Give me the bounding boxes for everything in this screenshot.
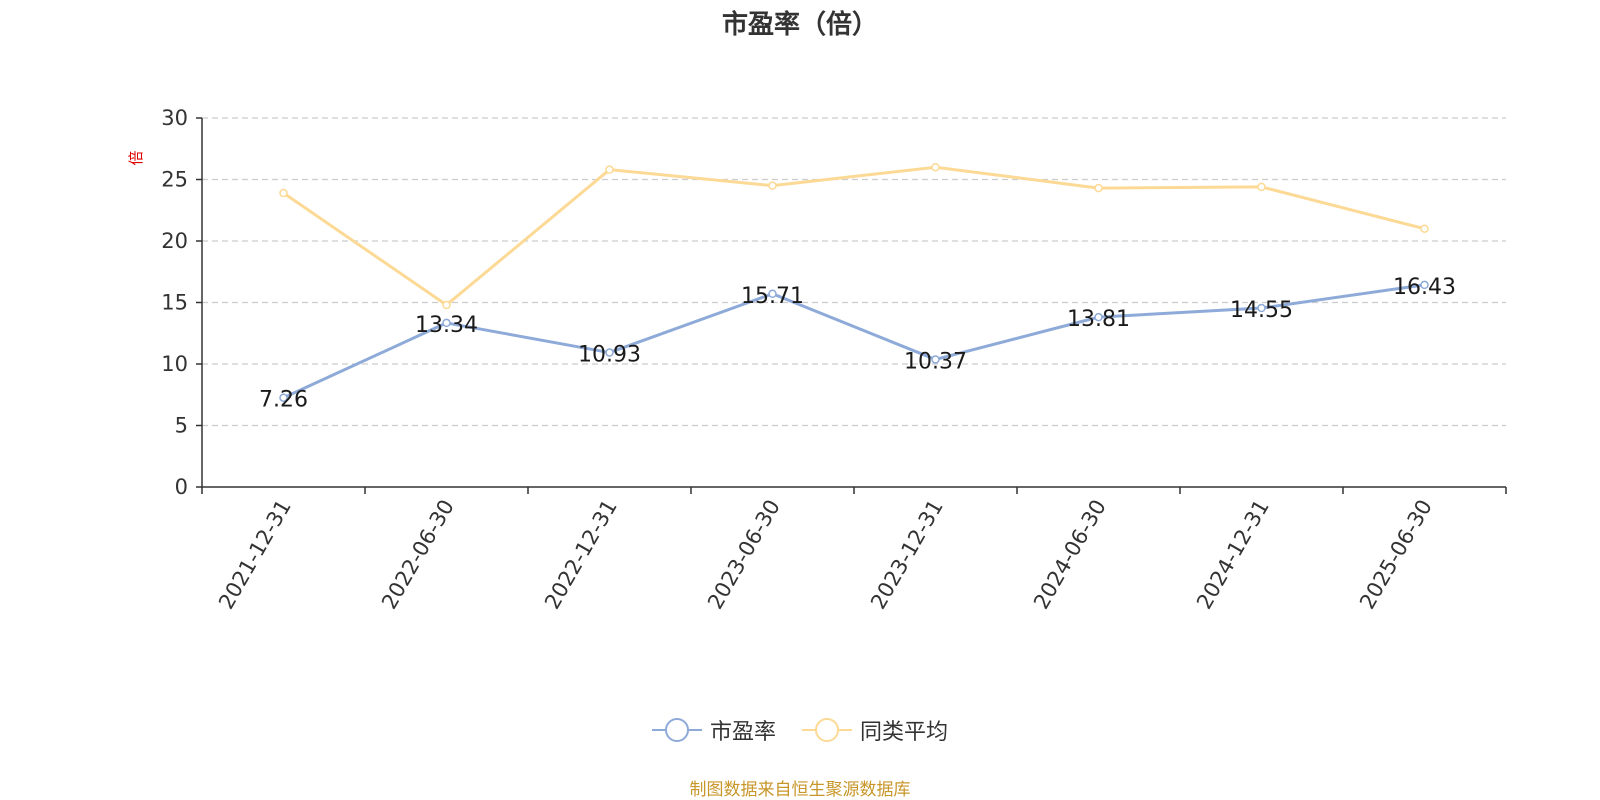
data-point	[768, 181, 777, 190]
series	[279, 162, 1429, 402]
series-line	[282, 283, 1425, 400]
data-point	[768, 289, 777, 299]
legend: 市盈率 同类平均	[0, 714, 1600, 746]
legend-label-peer-average: 同类平均	[860, 720, 949, 745]
legend-item-pe[interactable]: 市盈率	[651, 714, 776, 746]
data-point	[1257, 182, 1266, 192]
data-point	[1094, 312, 1103, 322]
data-point	[605, 165, 614, 174]
x-tick-label: 2023-06-30	[703, 496, 785, 614]
x-tick-label: 2025-06-30	[1355, 496, 1437, 614]
y-axis-label: 倍	[127, 150, 145, 165]
y-tick-label: 5	[175, 414, 188, 438]
legend-item-peer-average[interactable]: 同类平均	[802, 714, 948, 746]
data-label: 13.81	[1067, 307, 1130, 332]
data-label: 15.71	[741, 284, 804, 309]
x-tick-label: 2022-06-30	[377, 496, 459, 614]
data-point	[931, 355, 940, 364]
data-point	[1094, 183, 1103, 193]
y-tick-label: 25	[161, 168, 188, 192]
legend-marker-icon	[651, 718, 702, 742]
data-point	[442, 300, 451, 310]
data-label: 10.37	[904, 349, 967, 374]
data-label: 13.34	[415, 313, 478, 338]
series-line	[282, 165, 1425, 307]
y-tick-label: 15	[161, 291, 188, 315]
y-tick-label: 10	[161, 352, 188, 376]
data-point	[279, 393, 288, 402]
x-tick-label: 2023-12-31	[866, 496, 948, 614]
y-tick-label: 0	[175, 475, 188, 499]
data-point	[279, 188, 288, 198]
x-tick-label: 2022-12-31	[540, 496, 622, 614]
data-point	[931, 162, 940, 172]
x-tick-label: 2024-06-30	[1029, 496, 1111, 614]
x-tick-label: 2024-12-31	[1192, 496, 1274, 614]
legend-label-pe: 市盈率	[709, 720, 776, 745]
y-tick-label: 20	[161, 229, 188, 253]
y-tick-label: 30	[161, 106, 188, 130]
data-label: 16.43	[1393, 275, 1456, 300]
data-point	[1420, 280, 1429, 290]
data-point	[605, 348, 614, 357]
data-label: 10.93	[578, 343, 641, 368]
chart-title: 市盈率（倍）	[721, 10, 878, 40]
data-labels: 7.26 13.34 10.93 15.71 10.37 13.81 14.55 16.43	[259, 275, 1456, 413]
x-tick-label: 2021-12-31	[214, 496, 296, 614]
grid-lines	[202, 117, 1506, 427]
data-point	[1420, 224, 1429, 233]
data-point	[442, 318, 451, 328]
source-note: 制图数据来自恒生聚源数据库	[689, 780, 911, 800]
data-label: 14.55	[1230, 298, 1293, 323]
data-point	[1257, 303, 1266, 313]
data-label: 7.26	[259, 388, 308, 413]
legend-marker-icon	[802, 718, 852, 742]
